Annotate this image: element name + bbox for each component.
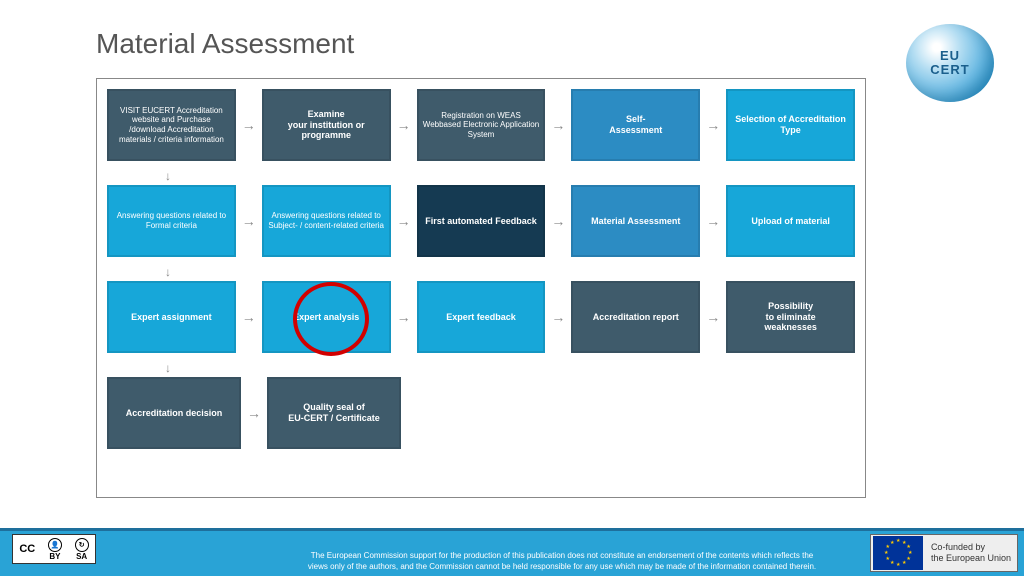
flow-node: Expert analysis (262, 281, 391, 353)
flow-node: Answering questions related toSubject- /… (262, 185, 391, 257)
arrow-down-icon: ↓ (107, 167, 855, 185)
flow-node: Accreditation report (571, 281, 700, 353)
arrow-right-icon: → (706, 120, 720, 130)
flow-node: Possibilityto eliminateweaknesses (726, 281, 855, 353)
flow-node: Upload of material (726, 185, 855, 257)
arrow-right-icon: → (397, 216, 411, 226)
arrow-right-icon: → (397, 312, 411, 322)
flow-row: Answering questions related toFormal cri… (107, 185, 855, 257)
cc-icon: CC (19, 543, 35, 555)
flow-node: Expert assignment (107, 281, 236, 353)
flow-node: Registration on WEASWebbased Electronic … (417, 89, 546, 161)
eucert-logo: EU CERT (906, 24, 994, 102)
cc-license-badge: CC 👤 BY ↻ SA (12, 534, 96, 564)
cofund-line2: the European Union (931, 553, 1011, 564)
highlight-circle (293, 282, 369, 356)
by-icon: 👤 (48, 538, 62, 552)
flow-node: First automated Feedback (417, 185, 546, 257)
arrow-right-icon: → (706, 216, 720, 226)
flow-row: Expert assignment → Expert analysis → Expert… (107, 281, 855, 353)
arrow-right-icon: → (551, 312, 565, 322)
flow-node: Expert feedback (417, 281, 546, 353)
flow-node: Quality seal ofEU-CERT / Certificate (267, 377, 401, 449)
arrow-down-icon: ↓ (107, 263, 855, 281)
flow-node: Answering questions related toFormal cri… (107, 185, 236, 257)
flow-node: Material Assessment (571, 185, 700, 257)
page-title: Material Assessment (96, 28, 354, 60)
arrow-right-icon: → (242, 312, 256, 322)
flow-node: VISIT EUCERT Accreditation website and P… (107, 89, 236, 161)
flow-node: Selection of Accreditation Type (726, 89, 855, 161)
flowchart: VISIT EUCERT Accreditation website and P… (96, 78, 866, 498)
disclaimer-text: The European Commission support for the … (300, 551, 824, 572)
eu-cofund-block: ★★★★★★★★★★★★ Co-funded by the European U… (870, 534, 1018, 572)
arrow-right-icon: → (551, 120, 565, 130)
sa-icon: ↻ (75, 538, 89, 552)
logo-line1: EU (940, 49, 960, 63)
flow-node: Self-Assessment (571, 89, 700, 161)
arrow-right-icon: → (247, 408, 261, 418)
cofund-line1: Co-funded by (931, 542, 1011, 553)
flow-node: Examineyour institution or programme (262, 89, 391, 161)
arrow-right-icon: → (242, 216, 256, 226)
arrow-right-icon: → (397, 120, 411, 130)
cc-sa-label: SA (76, 552, 87, 561)
arrow-right-icon: → (706, 312, 720, 322)
cc-by-label: BY (49, 552, 60, 561)
flow-node: Accreditation decision (107, 377, 241, 449)
cofund-text: Co-funded by the European Union (925, 542, 1017, 564)
arrow-right-icon: → (242, 120, 256, 130)
arrow-right-icon: → (551, 216, 565, 226)
flow-row: Accreditation decision → Quality seal ofEU… (107, 377, 855, 449)
logo-line2: CERT (930, 63, 969, 77)
flow-row: VISIT EUCERT Accreditation website and P… (107, 89, 855, 161)
eu-flag-icon: ★★★★★★★★★★★★ (873, 536, 923, 570)
arrow-down-icon: ↓ (107, 359, 855, 377)
